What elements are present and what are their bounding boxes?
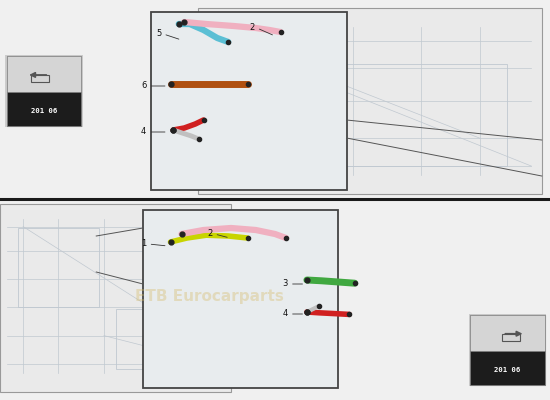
Bar xyxy=(198,8,542,194)
Bar xyxy=(0,204,231,392)
Text: 6: 6 xyxy=(141,82,146,90)
Bar xyxy=(31,75,49,82)
Bar xyxy=(19,228,100,307)
Bar xyxy=(0,199,550,400)
Bar xyxy=(151,12,346,190)
Text: 3: 3 xyxy=(282,280,288,288)
Bar xyxy=(143,210,338,388)
Bar xyxy=(503,334,520,341)
Text: 1: 1 xyxy=(141,240,146,248)
Bar xyxy=(470,315,544,351)
Text: 4: 4 xyxy=(141,128,146,136)
Bar xyxy=(116,309,208,370)
Text: 4: 4 xyxy=(282,310,288,318)
Bar xyxy=(264,344,284,370)
Bar xyxy=(7,92,81,126)
Text: 201 06: 201 06 xyxy=(494,367,520,373)
Text: 5: 5 xyxy=(156,30,161,38)
Text: 201 06: 201 06 xyxy=(31,108,57,114)
Text: ETB Eurocarparts: ETB Eurocarparts xyxy=(135,288,283,304)
Bar xyxy=(6,55,83,127)
Text: 2: 2 xyxy=(249,24,255,32)
Text: 2: 2 xyxy=(207,230,212,238)
Bar xyxy=(470,315,544,385)
Bar xyxy=(7,56,81,126)
Bar xyxy=(0,0,550,199)
Bar xyxy=(469,314,546,386)
Bar xyxy=(7,56,81,92)
Bar xyxy=(470,351,544,385)
Bar xyxy=(301,64,507,166)
Bar xyxy=(260,294,328,374)
